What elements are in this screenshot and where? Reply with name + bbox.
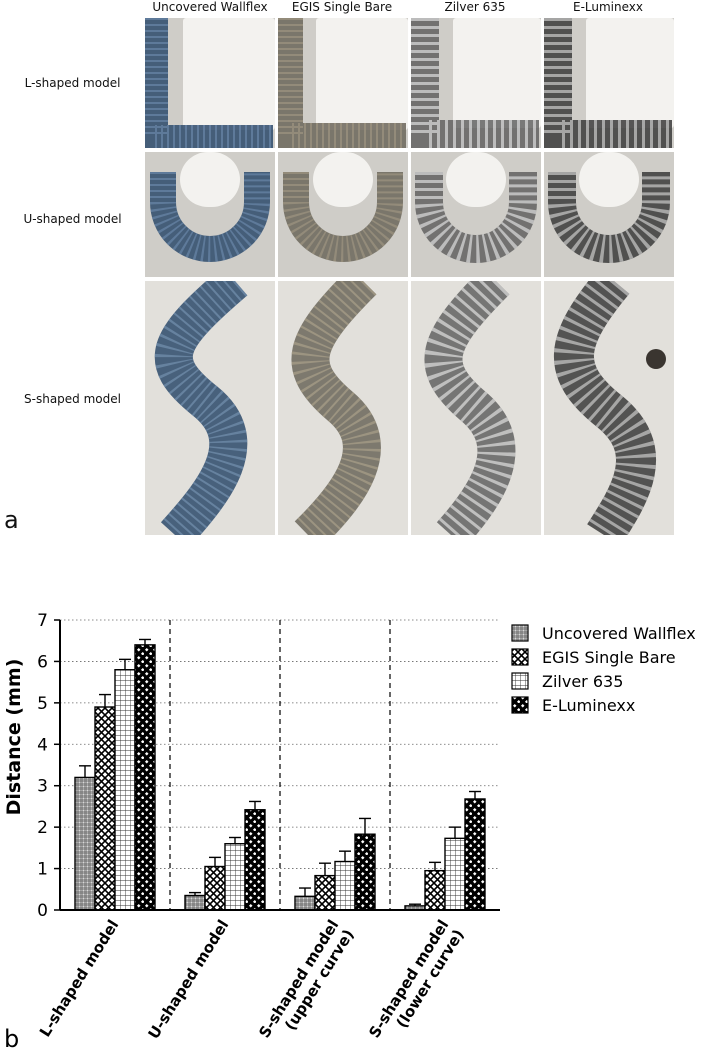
photo-u-wallflex — [145, 152, 275, 277]
column-header-egis-single-bare: EGIS Single Bare — [291, 0, 393, 14]
photo-s-luminexx — [544, 281, 674, 535]
bar — [314, 874, 336, 911]
bar — [444, 837, 466, 911]
y-tick-label: 2 — [37, 818, 48, 838]
legend-swatch — [511, 672, 529, 690]
bar — [204, 865, 226, 911]
photo-l-egis — [278, 18, 408, 148]
bar — [294, 895, 316, 911]
y-tick-label: 1 — [37, 860, 48, 880]
y-tick-label: 3 — [37, 777, 48, 797]
photo-s-wallflex — [145, 281, 275, 535]
photo-l-wallflex — [145, 18, 275, 148]
x-category-label: S-shaped model(upper curve) — [255, 917, 357, 1051]
panel-a-letter: a — [4, 506, 19, 534]
bar — [134, 644, 156, 911]
legend-label: EGIS Single Bare — [542, 648, 676, 667]
column-header-uncovered-wallflex: Uncovered Wallflex — [152, 0, 268, 14]
axes — [54, 619, 500, 911]
photo-u-luminexx — [544, 152, 674, 277]
bar — [94, 706, 116, 911]
bar — [354, 833, 376, 911]
bar — [184, 894, 206, 911]
legend-swatch — [511, 624, 529, 642]
x-category-labels: L-shaped model U-shaped model S-shaped mod… — [36, 917, 468, 1051]
photo-s-zilver — [411, 281, 541, 535]
panel-b-letter: b — [4, 1025, 19, 1053]
legend-label: Zilver 635 — [542, 672, 623, 691]
x-category-label: L-shaped model — [36, 917, 122, 1040]
y-axis-label: Distance (mm) — [3, 659, 25, 816]
bar — [114, 669, 136, 911]
y-tick-label: 5 — [37, 694, 48, 714]
y-tick-label: 7 — [37, 611, 48, 631]
legend-swatch — [511, 696, 529, 714]
y-tick-label: 0 — [37, 901, 48, 921]
y-tick-label: 4 — [37, 735, 48, 755]
bar — [74, 776, 96, 911]
y-tick-labels: 0 1 2 3 4 5 6 7 — [37, 611, 48, 921]
legend-label: Uncovered Wallflex — [542, 624, 696, 643]
x-category-label: U-shaped model — [145, 917, 233, 1043]
bar — [424, 869, 446, 911]
column-header-zilver-635: Zilver 635 — [444, 0, 506, 14]
photo-s-egis — [278, 281, 408, 535]
row-label-l-shaped: L-shaped model — [24, 76, 121, 90]
group-separators — [169, 620, 391, 910]
legend: Uncovered Wallflex EGIS Single Bare Zilver… — [511, 624, 696, 715]
row-label-u-shaped: U-shaped model — [23, 212, 122, 226]
y-tick-label: 6 — [37, 652, 48, 672]
legend-label: E-Luminexx — [542, 696, 635, 715]
photo-l-zilver — [411, 18, 541, 148]
bar — [334, 860, 356, 911]
bars — [74, 638, 486, 911]
column-header-e-luminexx: E-Luminexx — [573, 0, 643, 14]
bar — [224, 843, 246, 911]
photo-u-zilver — [411, 152, 541, 277]
legend-swatch — [511, 648, 529, 666]
bar — [244, 809, 266, 911]
photo-u-egis — [278, 152, 408, 277]
x-category-label: S-shaped model(lower curve) — [365, 917, 467, 1051]
row-label-s-shaped: S-shaped model — [24, 392, 121, 406]
bar — [464, 798, 486, 911]
photo-l-luminexx — [544, 18, 674, 148]
